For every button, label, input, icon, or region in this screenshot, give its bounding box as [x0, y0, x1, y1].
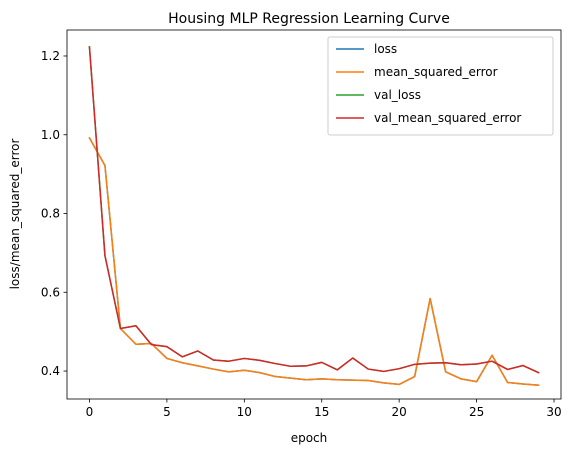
series-line-val-mean-squared-error: [88, 46, 540, 374]
series-layer: [88, 46, 540, 387]
plot-frame: [66, 29, 562, 400]
x-axis: 0 5 10 15 20 25 30: [86, 399, 562, 419]
legend: loss mean_squared_error val_loss val_mean_s…: [327, 36, 554, 136]
legend-label: val_mean_squared_error: [374, 111, 521, 125]
legend-label: val_loss: [374, 88, 421, 102]
legend-label: mean_squared_error: [374, 65, 498, 79]
legend-label: loss: [374, 42, 397, 56]
y-tick-label: 1.0: [41, 128, 60, 142]
y-axis: 0.4 0.6 0.8 1.0 1.2: [41, 49, 67, 378]
x-tick-label: 20: [392, 405, 407, 419]
y-tick-label: 0.6: [41, 285, 60, 299]
y-tick-label: 0.8: [41, 207, 60, 221]
legend-box: [327, 36, 554, 136]
series-line-mean-squared-error: [88, 136, 540, 387]
x-tick-label: 10: [237, 405, 252, 419]
chart-title: Housing MLP Regression Learning Curve: [168, 11, 450, 27]
x-tick-label: 15: [314, 405, 329, 419]
y-tick-label: 0.4: [41, 364, 60, 378]
y-axis-label: loss/mean_squared_error: [8, 139, 22, 290]
x-axis-label: epoch: [291, 431, 328, 445]
x-tick-label: 0: [86, 405, 94, 419]
x-tick-label: 30: [546, 405, 561, 419]
x-tick-label: 5: [163, 405, 171, 419]
x-tick-label: 25: [469, 405, 484, 419]
y-tick-label: 1.2: [41, 49, 60, 63]
